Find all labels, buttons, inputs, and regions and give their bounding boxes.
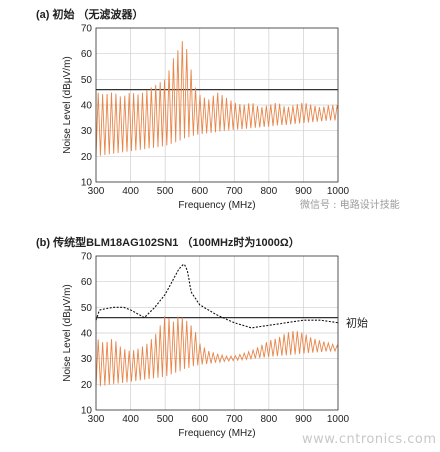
y-tick-label-a: 50	[81, 75, 93, 86]
x-tick-label-a: 800	[261, 186, 278, 197]
y-tick-label-a: 70	[81, 24, 93, 35]
panel-b-title: (b) 传统型BLM18AG102SN1 （100MHz时为1000Ω）	[36, 237, 300, 249]
x-tick-label-b: 700	[226, 414, 243, 425]
x-tick-label-b: 800	[261, 414, 278, 425]
noise-series-b	[95, 316, 339, 387]
y-tick-label-b: 70	[81, 252, 93, 263]
y-tick-label-a: 20	[81, 152, 93, 163]
plot-frame-a	[95, 27, 339, 183]
site-watermark: www.cntronics.com	[302, 432, 437, 447]
x-tick-label-a: 600	[191, 186, 208, 197]
x-tick-label-a: 700	[226, 186, 243, 197]
x-axis-label-b: Frequency (MHz)	[178, 428, 255, 439]
y-tick-label-b: 60	[81, 277, 93, 288]
y-tick-label-a: 30	[81, 126, 93, 137]
y-axis-label-a: Noise Level (dBμV/m)	[62, 56, 73, 153]
y-tick-label-a: 60	[81, 49, 93, 60]
y-tick-label-a: 40	[81, 101, 93, 112]
x-tick-label-b: 400	[122, 414, 139, 425]
y-tick-label-b: 10	[81, 406, 93, 417]
panel-a-title: (a) 初始 （无滤波器）	[36, 9, 144, 21]
x-tick-label-a: 500	[157, 186, 174, 197]
y-axis-label-b: Noise Level (dBμV/m)	[62, 284, 73, 381]
y-tick-label-a: 10	[81, 178, 93, 189]
x-tick-label-a: 400	[122, 186, 139, 197]
x-tick-label-a: 900	[295, 186, 312, 197]
x-tick-label-b: 600	[191, 414, 208, 425]
wechat-watermark: 微信号 : 电路设计技能	[300, 200, 400, 211]
x-tick-label-a: 1000	[327, 186, 350, 197]
initial-series-b	[95, 263, 339, 329]
x-tick-label-b: 1000	[327, 414, 350, 425]
x-axis-label-a: Frequency (MHz)	[178, 200, 255, 211]
x-tick-label-b: 900	[295, 414, 312, 425]
x-tick-label-b: 500	[157, 414, 174, 425]
plot-frame-b	[95, 255, 339, 411]
y-tick-label-b: 40	[81, 329, 93, 340]
y-tick-label-b: 30	[81, 354, 93, 365]
y-tick-label-b: 50	[81, 303, 93, 314]
x-tick-label-a: 300	[88, 186, 105, 197]
y-tick-label-b: 20	[81, 380, 93, 391]
x-tick-label-b: 300	[88, 414, 105, 425]
noise-series-a	[95, 41, 339, 157]
chart-a: 300 400 500 600 700 800 900 1000 10 20 30 40 50 60 70 F…	[62, 24, 350, 212]
annotation-initial-b: 初始	[346, 316, 368, 330]
chart-b: 300 400 500 600 700 800 900 1000 10 20 30 40 50 60 70 F…	[62, 252, 368, 440]
